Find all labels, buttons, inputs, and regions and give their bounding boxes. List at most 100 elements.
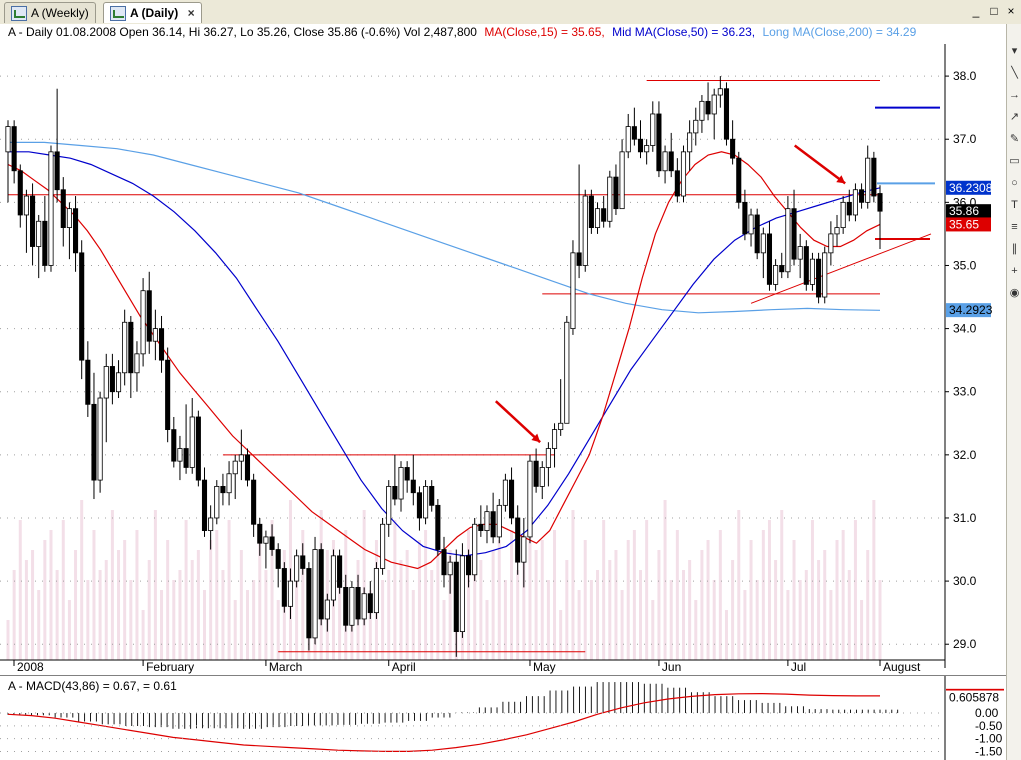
volume-bar xyxy=(239,550,243,660)
macd-chart[interactable]: 0.00-0.50-1.00-1.500.6724310.605878 A - … xyxy=(0,676,1006,760)
price-badge: 36.2308 xyxy=(946,180,993,195)
text-tool-icon[interactable]: T xyxy=(1011,199,1018,211)
price-chart[interactable]: 29.030.031.032.033.034.035.036.037.038.0… xyxy=(0,24,1006,675)
volume-bar xyxy=(350,610,354,660)
ellipse-tool-icon[interactable]: ○ xyxy=(1011,177,1018,189)
date-tick-label: April xyxy=(392,660,416,674)
close-icon[interactable]: × xyxy=(187,6,195,20)
date-tick-label: Jun xyxy=(662,660,681,674)
volume-bar xyxy=(12,570,16,660)
candle-body xyxy=(435,504,441,550)
volume-bar xyxy=(810,520,814,660)
candle-body xyxy=(410,479,416,494)
volume-bar xyxy=(553,530,557,660)
cross-icon[interactable]: + xyxy=(1011,265,1018,277)
candle-body xyxy=(146,290,152,342)
line-tool-icon[interactable]: ╲ xyxy=(1011,67,1018,79)
macd-histogram xyxy=(7,682,899,729)
candle-body xyxy=(754,214,760,254)
candle-body xyxy=(238,454,244,462)
candle-body xyxy=(361,593,367,620)
candle-body xyxy=(306,568,312,639)
candle-body xyxy=(36,220,42,247)
candle-body xyxy=(466,555,472,576)
date-tick-label: February xyxy=(146,660,194,674)
volume-bar xyxy=(172,580,176,660)
macd-line xyxy=(7,692,880,753)
magnet-icon[interactable]: ◉ xyxy=(1009,287,1020,299)
pencil-icon[interactable]: ✎ xyxy=(1009,133,1020,145)
price-tick-label: 29.0 xyxy=(953,637,977,651)
close-window-button[interactable]: × xyxy=(1007,4,1015,18)
volume-bar xyxy=(405,550,409,660)
candle-body xyxy=(515,517,521,563)
candle-body xyxy=(582,195,588,266)
candle-body xyxy=(699,100,705,121)
channel-tool-icon[interactable]: ∥ xyxy=(1011,243,1018,255)
volume-bar xyxy=(780,510,784,660)
volume-bar xyxy=(338,580,342,660)
tab-daily[interactable]: A (Daily) × xyxy=(103,2,202,23)
volume-bar xyxy=(399,560,403,660)
volume-bar xyxy=(546,580,550,660)
header-ma200: Long MA(Close,200) = 34.29 xyxy=(762,25,916,39)
candle-body xyxy=(5,126,11,153)
candle-body xyxy=(294,555,300,582)
chevron-down-icon[interactable]: ▾ xyxy=(1011,45,1018,57)
candle-body xyxy=(115,372,122,393)
candle-body xyxy=(478,523,484,531)
volume-bar xyxy=(485,600,489,660)
volume-bar xyxy=(147,560,151,660)
price-tick-label: 32.0 xyxy=(953,448,977,462)
restore-button[interactable]: □ xyxy=(990,4,998,18)
rect-tool-icon[interactable]: ▭ xyxy=(1009,155,1020,167)
arrow-retest xyxy=(793,144,846,185)
candle-body xyxy=(30,195,36,247)
candle-body xyxy=(711,94,717,115)
candle-body xyxy=(736,157,742,203)
volume-bar xyxy=(681,570,685,660)
volume-bar xyxy=(67,600,71,660)
volume-bar xyxy=(18,520,22,660)
candle-body xyxy=(183,448,189,468)
volume-bar xyxy=(841,530,845,660)
price-badge: 34.2923 xyxy=(946,303,993,318)
candle-body xyxy=(318,549,324,620)
volume-bar xyxy=(639,570,643,660)
volume-bar xyxy=(798,580,802,660)
volume-bar xyxy=(866,550,870,660)
volume-bar xyxy=(86,580,90,660)
tab-weekly[interactable]: A (Weekly) xyxy=(4,2,96,23)
candle-body xyxy=(539,467,545,487)
candle-body xyxy=(871,157,877,197)
volume-bar xyxy=(74,550,78,660)
volume-bar xyxy=(92,530,96,660)
candle-body xyxy=(23,195,29,216)
volume-bar xyxy=(24,560,28,660)
fib-tool-icon[interactable]: ≡ xyxy=(1011,221,1018,233)
price-badge-label: 34.2923 xyxy=(949,303,993,317)
volume-bar xyxy=(817,560,821,660)
candle-body xyxy=(60,189,66,228)
volume-bar xyxy=(571,510,575,660)
volume-bar xyxy=(448,550,452,660)
volume-bar xyxy=(632,530,636,660)
pane-divider[interactable] xyxy=(0,675,1006,676)
volume-bar xyxy=(264,570,268,660)
candle-body xyxy=(619,151,625,210)
candle-body xyxy=(766,233,773,285)
volume-bar xyxy=(700,550,704,660)
volume-bar xyxy=(301,530,305,660)
volume-bars xyxy=(6,500,882,660)
candle-body xyxy=(803,246,809,285)
volume-bar xyxy=(129,580,133,660)
volume-bar xyxy=(761,530,765,660)
ray-tool-icon[interactable]: → xyxy=(1009,89,1020,101)
candle-body xyxy=(373,568,380,614)
candle-body xyxy=(545,448,551,468)
price-tick-label: 35.0 xyxy=(953,258,977,272)
volume-bar xyxy=(123,540,127,660)
arrow-tool-icon[interactable]: ↗ xyxy=(1009,111,1020,123)
volume-bar xyxy=(209,540,213,660)
minimize-button[interactable]: _ xyxy=(972,4,980,18)
